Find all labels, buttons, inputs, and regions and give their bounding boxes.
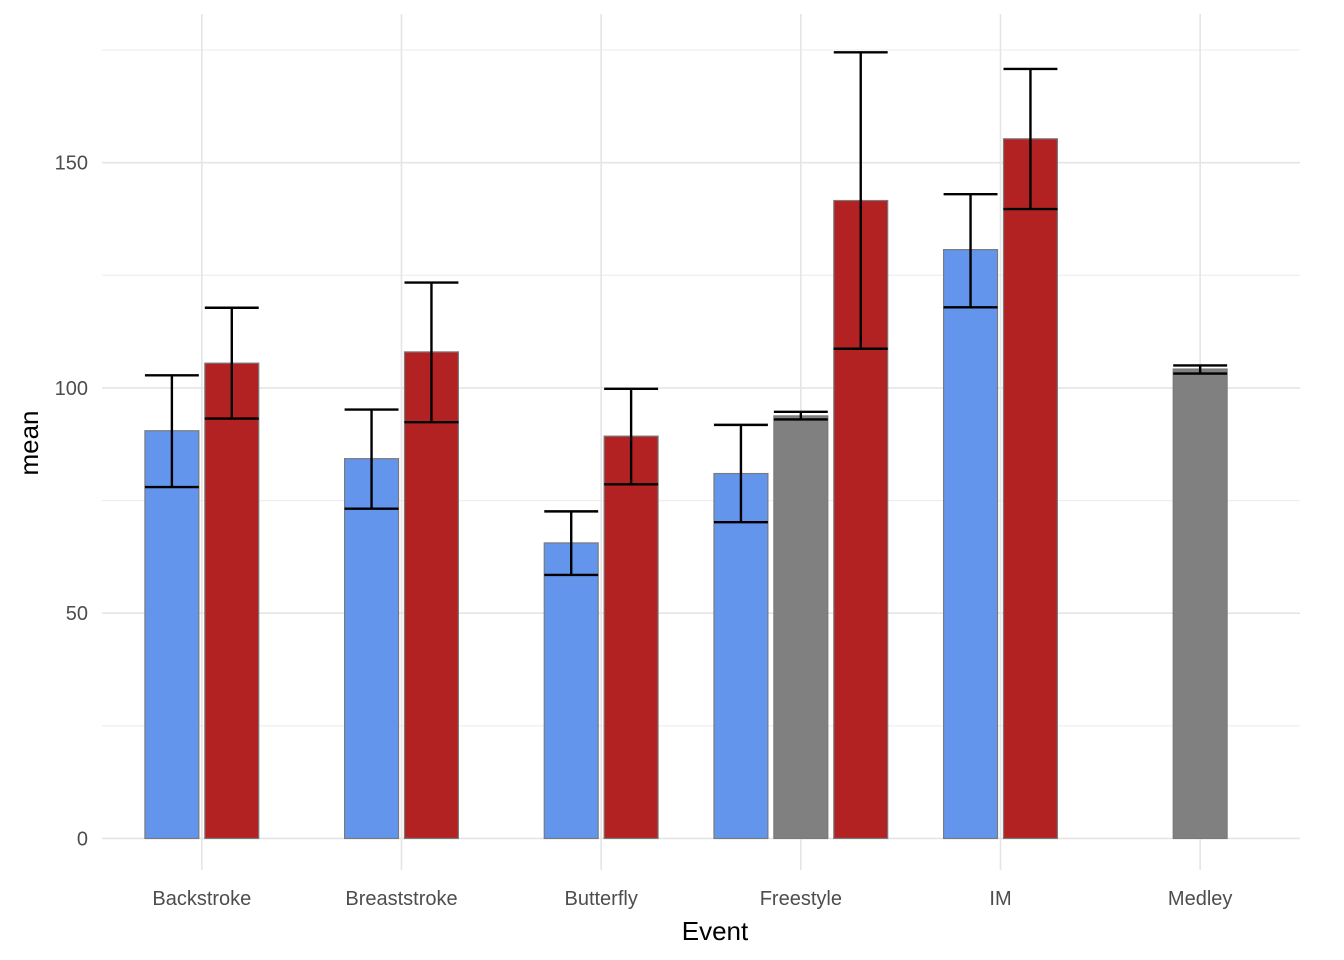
gridlines	[102, 14, 1300, 870]
bar	[144, 430, 200, 840]
x-tick-label: IM	[989, 888, 1011, 910]
bar	[1172, 368, 1228, 840]
bar	[543, 542, 599, 840]
x-tick-label: Breaststroke	[345, 888, 457, 910]
x-axis-title: Event	[682, 916, 749, 946]
bar	[204, 362, 260, 840]
y-tick-labels: 0 50 100 150	[55, 153, 88, 851]
bar	[403, 351, 460, 840]
y-tick-label: 100	[55, 378, 88, 400]
x-tick-label: Freestyle	[760, 888, 842, 910]
y-tick-label: 0	[77, 828, 88, 850]
y-axis-title: mean	[14, 410, 44, 475]
bar	[942, 249, 999, 840]
bar	[343, 458, 400, 840]
x-tick-label: Medley	[1168, 888, 1232, 910]
bar	[603, 435, 659, 840]
bar	[713, 472, 769, 840]
error-bars	[144, 51, 1228, 577]
y-tick-label: 50	[66, 603, 88, 625]
x-tick-labels: Backstroke Breaststroke Butterfly Freestyle…	[152, 888, 1232, 910]
bars	[144, 138, 1228, 840]
bar	[773, 415, 829, 840]
x-tick-label: Butterfly	[564, 888, 637, 910]
x-tick-label: Backstroke	[152, 888, 251, 910]
y-tick-label: 150	[55, 153, 88, 175]
bar	[1002, 138, 1059, 840]
